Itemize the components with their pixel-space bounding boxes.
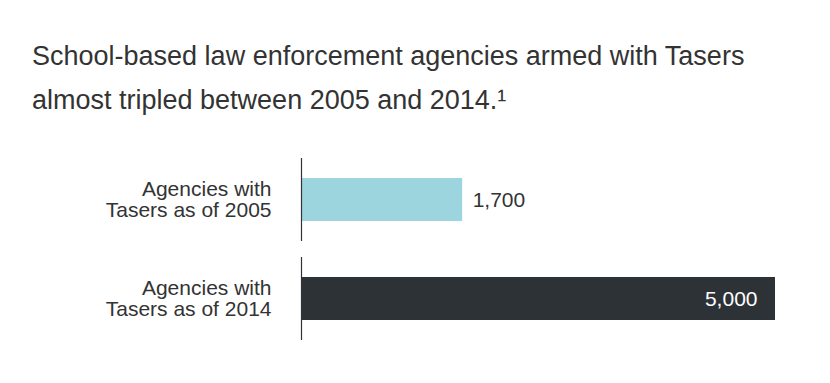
svg-text:Agencies withTasers as of 2014: Agencies withTasers as of 2014	[106, 276, 272, 320]
svg-text:5,000: 5,000	[705, 287, 758, 310]
html-text:School-based law enforcement a: School-based law enforcement agencies ar…	[32, 41, 745, 115]
svg-text:1,700: 1,700	[473, 188, 526, 211]
svg-text:Agencies withTasers as of 2005: Agencies withTasers as of 2005	[106, 177, 272, 221]
